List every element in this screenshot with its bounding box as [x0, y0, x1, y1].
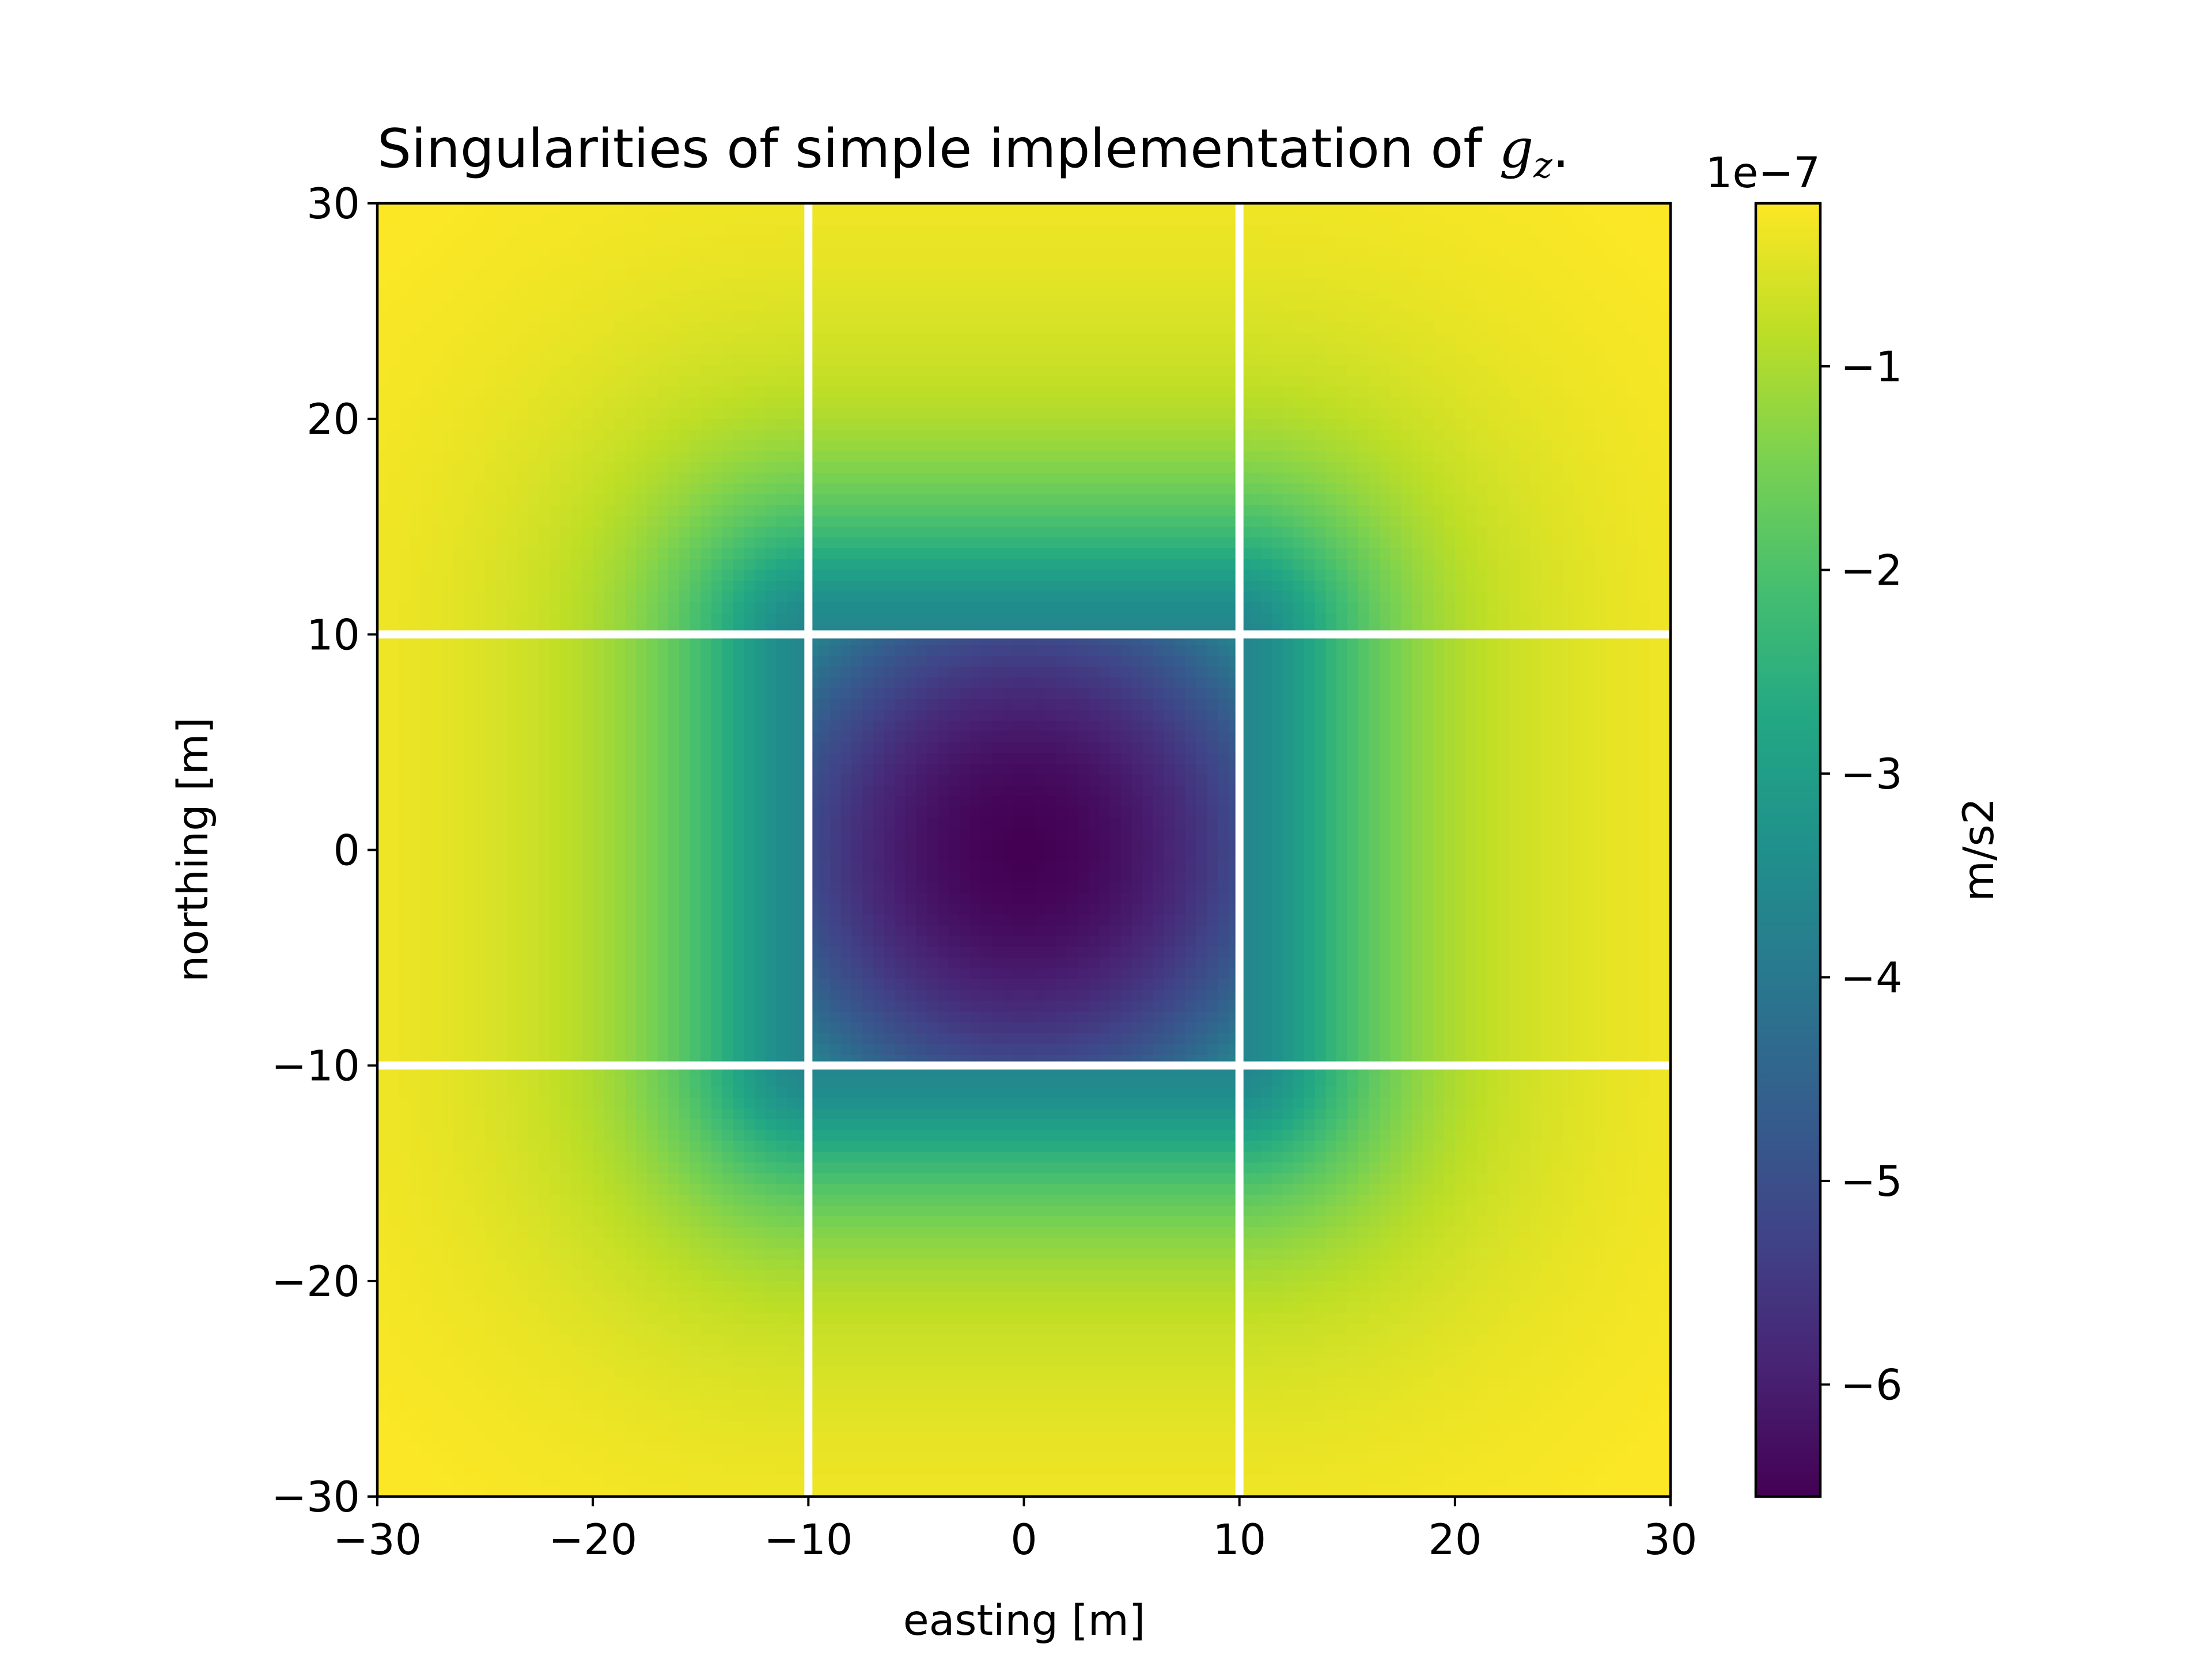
- y-axis-label: northing [m]: [169, 717, 218, 982]
- x-axis: −30 −20 −10 0 10 20 30: [333, 1497, 1697, 1565]
- x-tick-label: 10: [1213, 1516, 1266, 1565]
- x-tick-label: −10: [764, 1516, 853, 1565]
- colorbar-tick-label: −5: [1840, 1157, 1903, 1206]
- y-tick-label: −20: [271, 1257, 360, 1306]
- chart-title-math: g: [1499, 118, 1534, 180]
- x-tick-label: 20: [1428, 1516, 1482, 1565]
- x-tick-label: 0: [1010, 1516, 1037, 1565]
- colorbar-tick-label: −6: [1840, 1361, 1903, 1410]
- y-tick-label: −10: [271, 1042, 360, 1091]
- chart-title-suffix: .: [1552, 118, 1570, 180]
- colorbar-frame: [1754, 202, 1822, 1498]
- y-tick-label: −30: [271, 1473, 360, 1522]
- y-axis: −30 −20 −10 0 10 20 30: [271, 180, 377, 1522]
- x-tick-label: −30: [333, 1516, 422, 1565]
- colorbar-ticks: −1 −2 −3 −4 −5 −6: [1820, 343, 1903, 1410]
- colorbar-offset-text: 1e−7: [1706, 149, 1820, 198]
- colorbar-tick-label: −2: [1840, 546, 1903, 595]
- y-tick-label: 10: [306, 611, 360, 660]
- singular-lines: [377, 203, 1671, 1497]
- colorbar-label: m/s2: [1955, 798, 2003, 902]
- x-axis-label: easting [m]: [903, 1596, 1145, 1645]
- colorbar-gradient: [1756, 203, 1820, 1497]
- colorbar-tick-label: −4: [1840, 953, 1903, 1002]
- colorbar-tick-label: −1: [1840, 343, 1903, 392]
- colorbar-tick-label: −3: [1840, 750, 1903, 799]
- chart-title: Singularities of simple implementation o…: [377, 118, 1569, 186]
- y-tick-label: 30: [306, 180, 360, 229]
- y-tick-label: 0: [334, 827, 360, 876]
- heatmap-image: [377, 203, 1671, 1497]
- x-tick-label: 30: [1644, 1516, 1698, 1565]
- x-tick-label: −20: [548, 1516, 637, 1565]
- plot-area: [376, 202, 1672, 1498]
- colorbar: −1 −2 −3 −4 −5 −6 1e−7 m/s2: [1706, 149, 2003, 1498]
- chart-title-math-subscript: z: [1533, 144, 1552, 186]
- y-tick-label: 20: [306, 395, 360, 444]
- chart-title-text: Singularities of simple implementation o…: [377, 118, 1499, 180]
